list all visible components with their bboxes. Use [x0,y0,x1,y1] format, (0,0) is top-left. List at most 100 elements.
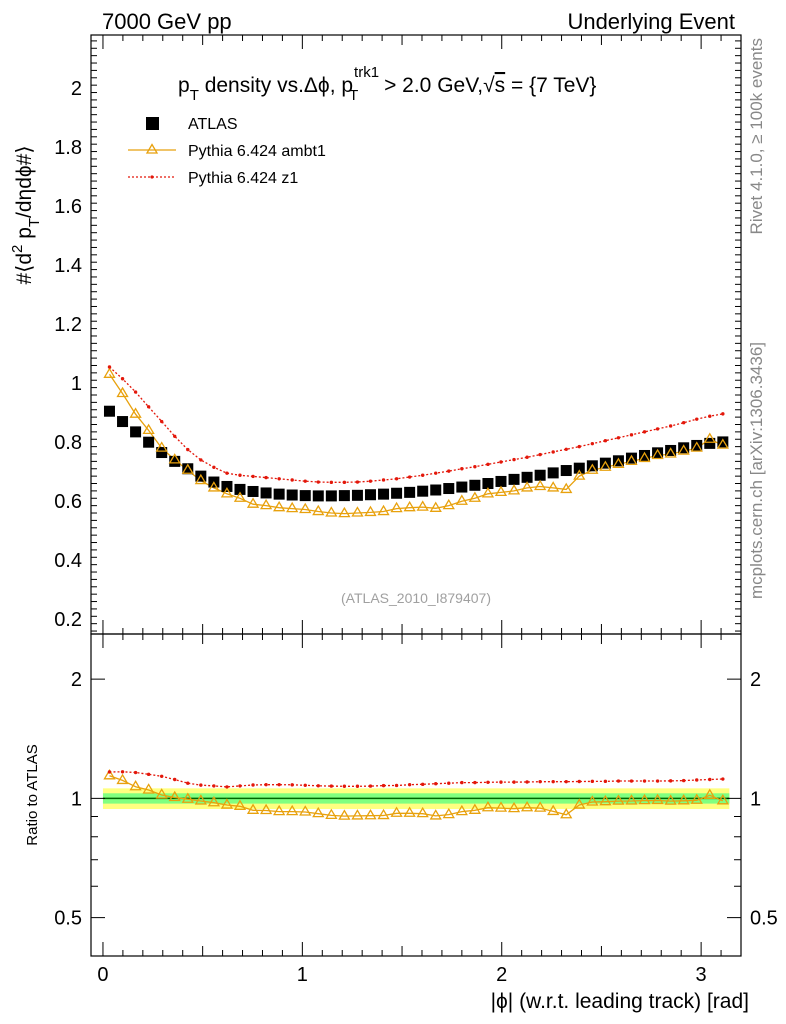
z1-point [577,444,581,449]
ratio-z1-point [199,783,203,787]
z1-point [460,467,464,471]
atlas-point [169,455,181,467]
ratio-z1-point [238,784,242,788]
z1-point [420,473,425,477]
z1-point [538,452,542,457]
main-y-tick-label: 1.6 [54,196,82,218]
atlas-point [182,463,194,475]
atlas-point [325,490,337,502]
z1-point [551,450,555,454]
atlas-point [156,447,168,459]
atlas-point [639,449,651,461]
x-tick-label: 3 [696,964,707,986]
ratio-z1-point [159,774,164,778]
ambt1-point [233,491,247,502]
ratio-ambt1-point [142,783,155,794]
ambt1-point [560,482,573,494]
ambt1-point [246,497,260,508]
ratio-ambt1-point [625,794,638,805]
ratio-ambt1-point [273,804,286,816]
z1-point [616,436,621,440]
ambt1-point [312,504,325,516]
ratio-z1-point [603,779,608,784]
z1-point [120,377,125,381]
atlas-point [495,475,507,487]
atlas-point [234,483,246,495]
atlas-point [573,462,585,474]
atlas-point [312,490,324,502]
ratio-z1-point [186,781,190,785]
ratio-z1-point [303,783,307,787]
ambt1-point [429,501,442,512]
ambt1-point [338,506,351,518]
z1-point [642,430,647,434]
z1-point [603,439,608,443]
ratio-y-axis-label: Ratio to ATLAS [24,744,41,845]
ambt1-point [612,457,625,468]
z1-point [381,478,386,482]
z1-point [173,434,177,439]
ratio-ambt1-point [312,806,325,818]
atlas-point [417,485,429,497]
ratio-ambt1-point [534,801,547,812]
ratio-z1-point [577,779,581,784]
ratio-z1-point [212,784,216,788]
z1-point [473,464,477,469]
atlas-point [521,471,533,483]
ratio-z1-point [564,779,568,784]
z1-point [668,424,673,428]
ratio-ambt1-point [455,804,468,816]
ratio-z1-point [225,785,229,789]
title-mid: density vs.Δϕ, p [199,74,353,97]
main-y-tick-label: 0.2 [54,609,82,631]
ambt1-point [390,501,403,513]
ratio-z1-point [721,777,725,781]
atlas-point [547,467,559,479]
ambt1-point [259,498,273,510]
ambt1-point [677,444,690,455]
ratio-uncertainty-band [102,788,730,810]
z1-point [355,480,360,484]
ratio-ambt1-point [612,794,625,805]
ratio-z1-point [708,777,712,782]
main-y-tick-label: 1.4 [54,255,82,277]
ratio-z1-point [590,779,595,784]
atlas-point [691,439,703,451]
title-pt-sub: T [190,87,199,104]
ratio-ambt1-point [416,806,429,818]
ratio-ambt1-point [233,799,247,810]
atlas-point [665,444,677,456]
legend-atlas-marker [146,117,159,130]
ambt1-point [520,481,534,492]
atlas-point [560,465,572,477]
ratio-ambt1-point [286,804,299,816]
atlas-point [247,485,259,497]
z1-point [264,475,268,480]
ambt1-point [534,479,547,491]
ratio-ambt1-point [638,793,651,805]
z1-point [238,473,242,477]
main-y-tick-label: 0.8 [54,432,82,454]
atlas-point [652,447,664,459]
z1-point [590,441,595,446]
ambt1-point [155,441,168,452]
ratio-ambt1-point [703,788,716,799]
title-sqrt: √ [483,74,495,97]
legend-atlas-label: ATLAS [188,116,238,133]
atlas-point [143,436,155,448]
main-y-tick-label: 2 [71,78,82,100]
ambt1-point [299,502,312,514]
ratio-z1-point [473,780,477,785]
x-tick-label: 1 [297,964,308,986]
z1-point [146,405,151,409]
rivet-version-label: Rivet 4.1.0, ≥ 100k events [747,38,766,234]
ambt1-point [286,501,299,513]
ratio-ambt1-point [194,794,207,805]
atlas-point [103,405,115,417]
atlas-point [599,457,611,469]
ratio-ambt1-point [520,800,534,812]
ratio-ambt1-point [651,793,664,805]
atlas-point [625,452,637,464]
ratio-ambt1-point [181,792,194,803]
ratio-z1-point [616,779,621,783]
